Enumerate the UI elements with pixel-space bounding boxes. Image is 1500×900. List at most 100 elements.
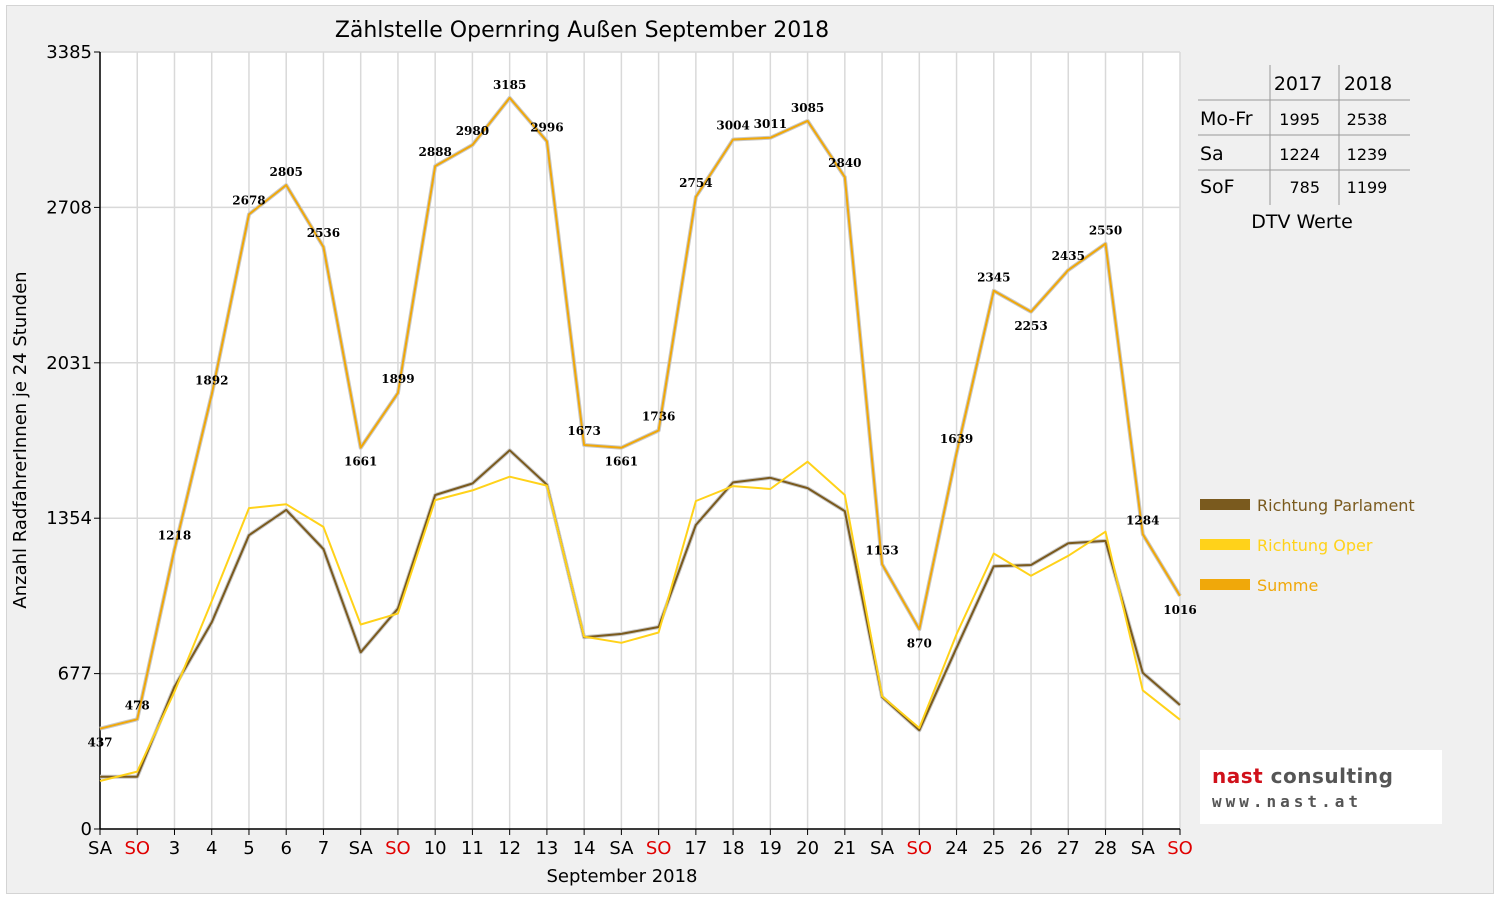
data-label: 1661 — [344, 455, 377, 469]
x-tick-label: 28 — [1094, 838, 1117, 859]
series-line — [99, 460, 1181, 782]
data-label: 2888 — [418, 145, 451, 159]
y-tick-label: 2708 — [46, 197, 92, 218]
table-cell: 2538 — [1347, 110, 1388, 129]
table-cell: 1239 — [1347, 145, 1388, 164]
y-tick-label: 677 — [58, 664, 92, 685]
x-tick-label: 21 — [833, 838, 856, 859]
x-tick-label: 18 — [722, 838, 745, 859]
data-label: 1892 — [195, 374, 228, 388]
x-tick-label: 19 — [759, 838, 782, 859]
logo-brand-rest: consulting — [1263, 764, 1394, 788]
x-tick-label: SO — [124, 838, 150, 859]
data-label: 870 — [907, 636, 932, 650]
table-row-label: Sa — [1200, 143, 1224, 165]
x-tick-label: SA — [870, 838, 895, 859]
series-line — [100, 449, 1181, 778]
data-label: 2536 — [307, 226, 340, 240]
x-tick-label: 10 — [424, 838, 447, 859]
legend-swatch-parlament — [1200, 499, 1250, 510]
data-label: 478 — [125, 698, 150, 712]
table-cell: 1199 — [1347, 178, 1388, 197]
logo-brand: nast consulting — [1212, 764, 1393, 788]
x-tick-label: 4 — [206, 838, 217, 859]
series-lines — [99, 95, 1182, 782]
x-tick-label: 14 — [573, 838, 596, 859]
logo-brand-accent: nast — [1212, 764, 1264, 788]
data-label: 2996 — [530, 120, 563, 134]
table-header-2017: 2017 — [1274, 73, 1322, 95]
x-axis-label: September 2018 — [546, 866, 697, 887]
x-tick-label: 13 — [535, 838, 558, 859]
data-label: 1016 — [1163, 603, 1196, 617]
x-tick-label: 24 — [945, 838, 968, 859]
y-tick-label: 3385 — [46, 42, 92, 63]
x-tick-label: 27 — [1057, 838, 1080, 859]
x-tick-label: 6 — [280, 838, 291, 859]
data-label: 2980 — [456, 124, 489, 138]
data-label: 2754 — [679, 176, 712, 190]
data-label: 1736 — [642, 410, 675, 424]
y-tick-label: 0 — [81, 819, 92, 840]
x-tick-label: 3 — [169, 838, 180, 859]
data-label: 3185 — [493, 78, 526, 92]
data-label: 3004 — [716, 118, 749, 132]
legend-swatch-summe — [1200, 579, 1250, 590]
data-label: 2805 — [270, 165, 303, 179]
y-axis-label: Anzahl RadfahrerInnen je 24 Stunden — [10, 271, 31, 608]
data-label: 437 — [87, 736, 112, 750]
table-cell: 1224 — [1279, 145, 1320, 164]
x-tick-label: 7 — [318, 838, 329, 859]
x-tick-label: 26 — [1020, 838, 1043, 859]
chart-title: Zählstelle Opernring Außen September 201… — [335, 18, 829, 43]
logo-website: www.nast.at — [1212, 792, 1362, 811]
legend-swatch-oper — [1200, 539, 1250, 550]
legend-label-summe: Summe — [1257, 576, 1318, 595]
data-label: 2840 — [828, 156, 861, 170]
x-tick-label: SA — [349, 838, 374, 859]
x-tick-label: 5 — [243, 838, 254, 859]
y-tick-label: 1354 — [46, 508, 92, 529]
x-tick-label: SO — [385, 838, 411, 859]
data-label: 2678 — [232, 193, 265, 207]
data-label: 1899 — [381, 372, 414, 386]
x-tick-label: SO — [646, 838, 672, 859]
table-cell: 785 — [1289, 178, 1320, 197]
x-tick-label: 17 — [684, 838, 707, 859]
data-label: 1218 — [158, 528, 191, 542]
data-label: 1284 — [1126, 513, 1159, 527]
x-tick-label: SA — [609, 838, 634, 859]
x-tick-label: 20 — [796, 838, 819, 859]
table-cell: 1995 — [1279, 110, 1320, 129]
legend-label-parlament: Richtung Parlament — [1257, 496, 1415, 515]
series-line — [99, 96, 1181, 730]
x-tick-label: 25 — [982, 838, 1005, 859]
x-tick-label: 11 — [461, 838, 484, 859]
legend-label-oper: Richtung Oper — [1257, 536, 1373, 555]
x-tick-label: SO — [1167, 838, 1193, 859]
data-label: 1673 — [567, 424, 600, 438]
legend: Richtung Parlament Richtung Oper Summe — [1200, 496, 1415, 595]
data-label: 3011 — [754, 117, 787, 131]
data-label: 2253 — [1014, 319, 1047, 333]
data-label: 2435 — [1052, 249, 1085, 263]
data-label: 2345 — [977, 271, 1010, 285]
data-label: 1661 — [605, 455, 638, 469]
table-row-label: Mo-Fr — [1200, 108, 1253, 130]
x-tick-label: SA — [1131, 838, 1156, 859]
data-labels: 437 478 1218 1892 2678 2805 2536 1661 1899 2888 29… — [87, 78, 1196, 750]
table-caption: DTV Werte — [1251, 211, 1353, 233]
table-row-label: SoF — [1200, 176, 1235, 198]
y-tick-label: 2031 — [46, 353, 92, 374]
x-tick-label: 12 — [498, 838, 521, 859]
dtv-table: 2017 2018 Mo-Fr 1995 2538 Sa 1224 1239 S… — [1198, 65, 1410, 233]
table-header-2018: 2018 — [1344, 73, 1392, 95]
data-label: 3085 — [791, 101, 824, 115]
x-tick-label: SO — [907, 838, 933, 859]
data-label: 1639 — [940, 432, 973, 446]
data-label: 1153 — [865, 543, 898, 557]
data-label: 2550 — [1089, 224, 1122, 238]
x-tick-label: SA — [88, 838, 113, 859]
